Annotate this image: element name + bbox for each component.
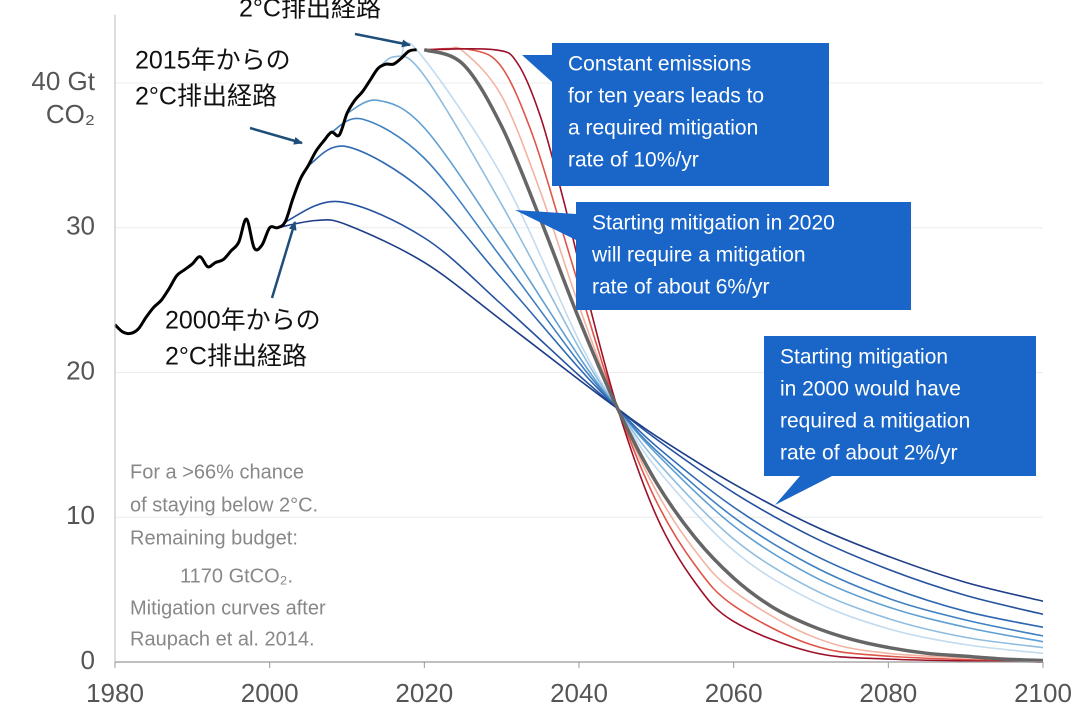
callout-text: Constant emissions [568,53,751,76]
callout-text: rate of 10%/yr [568,149,699,172]
series-line [331,117,1044,637]
x-tick-label: 2040 [550,678,608,708]
annotation: 2000年からの [165,307,321,335]
y-tick-label: 40 Gt [31,66,95,96]
series-line [346,99,1044,643]
x-tick-label: 2000 [241,678,299,708]
series-line [113,48,417,336]
y-tick-label: 20 [66,355,95,385]
series-line [400,41,1044,655]
lines [113,41,1044,663]
callout-pointer [775,476,832,505]
series-line [423,47,1044,663]
arrow [270,221,297,299]
callout-text: a required mitigation [568,117,758,140]
x-tick-label: 2020 [395,678,453,708]
y-tick-label: 30 [66,211,95,241]
arrow [354,32,411,48]
callout-pointer [515,210,576,240]
y-tick-label: 10 [66,500,95,530]
x-tick-label: 2060 [705,678,763,708]
x-tick-label: 1980 [86,678,144,708]
callout-text: rate of about 6%/yr [592,276,769,299]
note-text: of staying below 2°C. [130,494,318,516]
arrow [249,126,303,145]
callout-text: required a mitigation [780,410,970,433]
callout-text: Starting mitigation [780,346,948,369]
callout-text: for ten years leads to [568,85,764,108]
series-line [307,145,1044,629]
callout-box [764,336,1036,476]
note-text: 1170 GtCO₂. [180,565,293,587]
callout-box [576,202,911,310]
x-tick-label: 2100 [1014,678,1072,708]
note-text: Mitigation curves after [130,597,326,619]
annotation: 2°C排出経路 [239,0,381,23]
note-text: Raupach et al. 2014. [130,628,315,650]
callout-box [552,43,829,186]
annotation: 2015年からの [135,47,291,75]
note-text: Remaining budget: [130,527,298,549]
y-unit: CO₂ [46,99,95,129]
callout-text: in 2000 would have [780,378,961,401]
axes: 0 10 20 30 40 GtCO₂ 1980 2000 2020 2040 2060 2080 2… [31,14,1072,708]
callout-text: will require a mitigation [591,244,806,267]
annotation: 2°C排出経路 [165,343,307,371]
callout-text: Starting mitigation in 2020 [592,212,835,235]
series-line [284,200,1044,616]
series-line [369,55,1044,649]
annotation: 2°C排出経路 [135,83,277,111]
annotations: 2°C排出経路 2015年からの 2°C排出経路 2000年からの 2°C排出経路 Con… [130,0,1036,650]
callout-text: rate of about 2%/yr [780,442,957,465]
y-tick-label: 0 [81,645,95,675]
x-tick-label: 2080 [859,678,917,708]
callout-pointer [522,55,552,82]
note-text: For a >66% chance [130,461,304,483]
